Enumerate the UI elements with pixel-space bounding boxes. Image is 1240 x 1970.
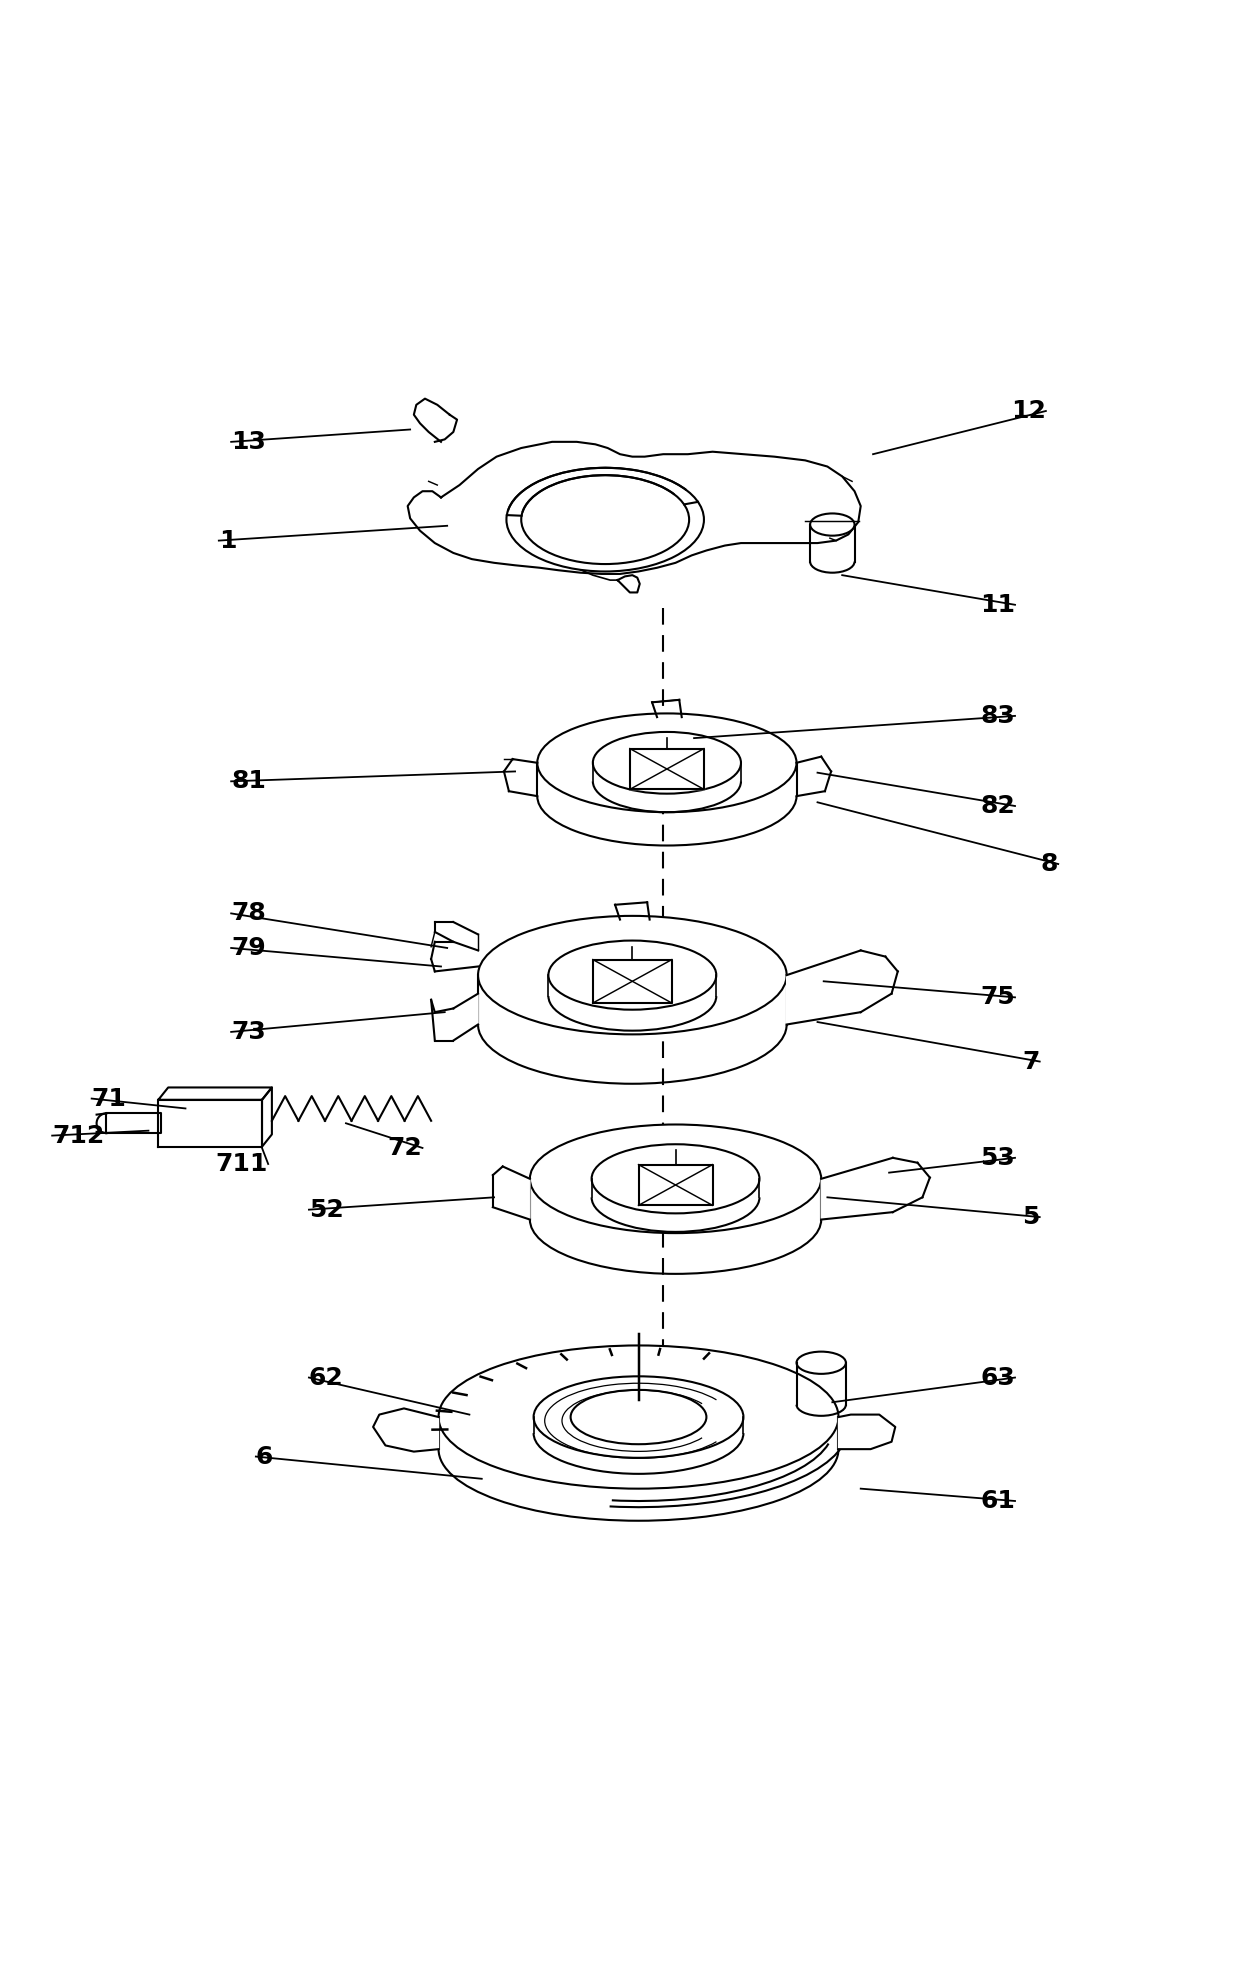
Text: 7: 7 (1022, 1050, 1039, 1074)
Polygon shape (838, 1414, 895, 1450)
Text: 5: 5 (1022, 1206, 1039, 1229)
Text: 8: 8 (1040, 851, 1058, 877)
Polygon shape (593, 959, 672, 1003)
Polygon shape (432, 942, 479, 971)
Ellipse shape (537, 713, 796, 812)
Ellipse shape (796, 1351, 846, 1373)
Text: 63: 63 (981, 1365, 1016, 1389)
Polygon shape (262, 1087, 272, 1147)
Text: 52: 52 (309, 1198, 343, 1221)
Text: 83: 83 (981, 703, 1016, 727)
Text: 73: 73 (231, 1020, 265, 1044)
Text: 75: 75 (981, 985, 1016, 1009)
Text: 712: 712 (52, 1123, 104, 1149)
Ellipse shape (591, 1145, 759, 1214)
Text: 13: 13 (231, 429, 267, 453)
Text: 81: 81 (231, 770, 267, 794)
Polygon shape (618, 575, 640, 593)
Polygon shape (159, 1099, 262, 1147)
Ellipse shape (548, 940, 717, 1011)
Polygon shape (408, 441, 861, 573)
Text: 11: 11 (980, 593, 1016, 617)
Polygon shape (639, 1164, 713, 1206)
Ellipse shape (479, 916, 786, 1034)
Text: 62: 62 (309, 1365, 343, 1389)
Polygon shape (373, 1409, 439, 1452)
Ellipse shape (593, 733, 742, 794)
Text: 1: 1 (218, 528, 237, 554)
Text: 71: 71 (92, 1087, 126, 1111)
Text: 61: 61 (980, 1489, 1016, 1513)
Ellipse shape (529, 1125, 821, 1233)
Ellipse shape (533, 1377, 744, 1458)
Polygon shape (492, 1166, 529, 1219)
Ellipse shape (439, 1346, 838, 1489)
Text: 12: 12 (1011, 400, 1045, 424)
Ellipse shape (810, 514, 854, 536)
Text: 78: 78 (231, 902, 265, 926)
Text: 82: 82 (981, 794, 1016, 818)
Ellipse shape (521, 475, 689, 563)
Ellipse shape (506, 467, 704, 571)
Polygon shape (159, 1087, 272, 1099)
Text: 79: 79 (231, 936, 265, 959)
Text: 711: 711 (216, 1152, 268, 1176)
Polygon shape (786, 950, 898, 1024)
Text: 53: 53 (981, 1147, 1016, 1170)
Polygon shape (630, 749, 704, 790)
Polygon shape (107, 1113, 161, 1133)
Text: 6: 6 (255, 1444, 273, 1468)
Ellipse shape (570, 1391, 707, 1444)
Polygon shape (432, 993, 479, 1040)
Polygon shape (821, 1158, 930, 1219)
Text: 72: 72 (388, 1137, 423, 1160)
